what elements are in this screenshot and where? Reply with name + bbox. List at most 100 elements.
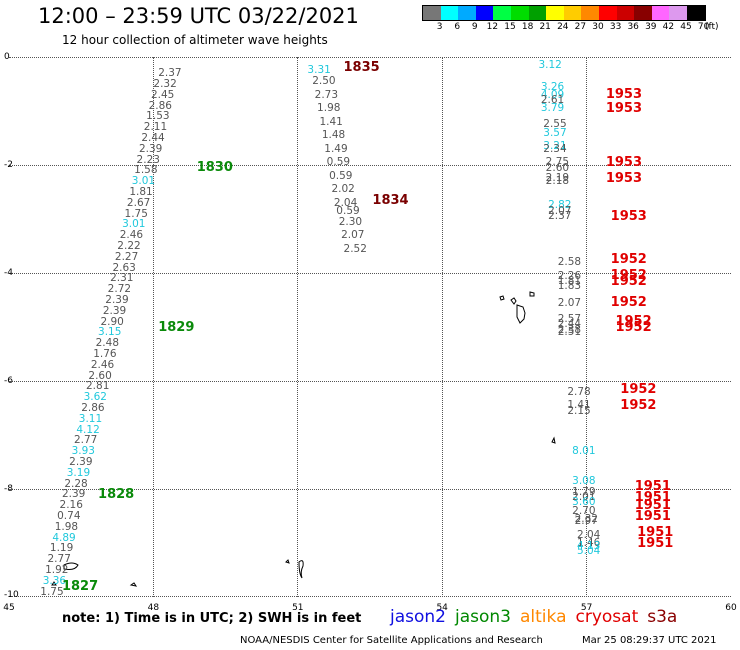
wave-height-label: 3.31 — [307, 64, 331, 77]
grid-line-lon-48 — [153, 57, 154, 597]
wave-height-label: 4.13 — [576, 539, 601, 552]
wave-height-label: 2.39 — [138, 142, 163, 155]
pass-time-label: 1952 — [610, 268, 647, 284]
wave-height-label: 3.26 — [540, 80, 565, 93]
wave-height-label: 2.39 — [61, 488, 86, 501]
wave-height-label: 2.07 — [341, 229, 365, 242]
wave-height-label: 2.46 — [90, 358, 115, 371]
colorbar-tick-label: 18 — [521, 22, 534, 32]
island-outlines — [51, 291, 556, 587]
colorbar-swatch — [563, 6, 582, 20]
grid-line-lat-m6 — [9, 381, 731, 382]
wave-height-label: 2.63 — [112, 261, 136, 274]
wave-height-label: 2.37 — [158, 67, 182, 80]
wave-height-label: 3.93 — [71, 445, 95, 458]
pass-time-label: 1951 — [634, 508, 671, 524]
colorbar-tick-label: 42 — [662, 22, 675, 32]
wave-height-label: 2.07 — [548, 204, 572, 217]
wave-height-label: 1.81 — [129, 185, 153, 198]
pass-time-label: 1951 — [634, 478, 671, 494]
x-tick-label: 48 — [147, 603, 160, 613]
pass-time-label: 1830 — [196, 160, 233, 176]
wave-height-label: 1.41 — [319, 115, 343, 128]
wave-height-label: 8.01 — [572, 445, 596, 458]
wave-height-label: 2.11 — [143, 121, 168, 134]
wave-height-label: 2.07 — [557, 296, 582, 309]
wave-height-label: 2.27 — [114, 250, 139, 263]
wave-height-label: 3.21 — [543, 140, 567, 152]
wave-height-label: 0.59 — [336, 204, 360, 217]
legend-item-jason2: jason2 — [390, 607, 446, 627]
wave-height-label: 2.34 — [543, 142, 567, 155]
wave-height-label: 3.08 — [572, 474, 596, 487]
wave-height-label: 3.19 — [66, 466, 91, 479]
legend-item-jason3: jason3 — [455, 607, 511, 627]
x-tick-label: 45 — [3, 603, 15, 613]
wave-height-label: 2.38 — [557, 323, 582, 336]
colorbar-tick-label: 45 — [680, 22, 692, 32]
wave-height-label: 2.46 — [119, 229, 144, 242]
pass-time-label: 1952 — [615, 314, 652, 330]
wave-height-label: 2.73 — [314, 88, 339, 101]
y-tick-label: -2 — [4, 160, 13, 170]
pass-time-label: 1951 — [634, 489, 671, 505]
pass-time-label: 1835 — [343, 60, 380, 76]
colorbar-tick-label: 6 — [454, 22, 461, 32]
colorbar-tick-label: 36 — [627, 22, 639, 32]
pass-time-label: 1951 — [634, 497, 671, 513]
wave-height-label: 2.28 — [64, 477, 88, 490]
wave-height-label: 2.77 — [73, 434, 98, 447]
wave-height-label: 5.04 — [576, 545, 601, 557]
wave-height-label: 0.74 — [57, 509, 81, 522]
colorbar-swatch — [458, 6, 476, 20]
wave-height-label: 2.81 — [86, 380, 110, 393]
wave-height-label: 2.77 — [47, 553, 71, 566]
wave-height-label: 4.12 — [76, 423, 100, 436]
wave-height-label: 2.23 — [136, 153, 160, 166]
pass-time-label: 1952 — [610, 295, 647, 311]
map-plot-area: 2.37 2.32 2.45 2.86 1.53 2.11 2.44 2.39 2.23 1.58… — [9, 57, 731, 597]
y-tick-label: -4 — [4, 268, 13, 278]
wave-height-label: 2.15 — [567, 404, 591, 417]
colorbar-swatch — [510, 6, 529, 20]
colorbar-swatch — [634, 6, 652, 20]
satellite-legend: jason2 jason3 altika cryosat s3a — [390, 607, 686, 627]
pass-time-label: 1952 — [615, 319, 652, 335]
wave-height-label: 1.81 — [557, 275, 582, 287]
wave-height-label: 2.72 — [107, 283, 132, 296]
wave-height-label: 3.60 — [572, 496, 596, 509]
colorbar-tick-label: 9 — [471, 22, 478, 32]
grid-line-lon-54 — [442, 57, 443, 597]
wave-height-label: 3.36 — [42, 574, 67, 587]
colorbar — [422, 5, 706, 21]
wave-height-label: 1.98 — [54, 520, 79, 533]
colorbar-swatch — [581, 6, 599, 20]
wave-height-label: 2.78 — [567, 385, 591, 398]
pass-time-label: 1953 — [605, 87, 643, 103]
grid-line-lon-57 — [586, 57, 587, 597]
colorbar-swatch — [528, 6, 547, 20]
footer-timestamp: Mar 25 08:29:37 UTC 2021 — [582, 635, 717, 646]
colorbar-tick-label: 27 — [574, 22, 587, 32]
pass-time-label: 1953 — [605, 171, 643, 187]
colorbar-tick-label: 21 — [539, 22, 551, 32]
wave-height-label: 2.55 — [543, 118, 567, 131]
wave-height-label: 2.60 — [88, 369, 112, 382]
units-note: note: 1) Time is in UTC; 2) SWH is in fe… — [62, 611, 362, 626]
wave-height-label: 2.90 — [100, 315, 124, 328]
x-tick-label: 54 — [436, 603, 448, 613]
wave-height-label: 2.44 — [557, 318, 582, 331]
wave-height-label: 2.97 — [574, 515, 598, 528]
wave-height-label: 1.48 — [321, 129, 346, 142]
wave-height-label: 1.76 — [93, 347, 117, 360]
wave-height-label: 2.39 — [105, 293, 129, 306]
wave-height-label: 0.59 — [329, 169, 353, 182]
pass-time-label: 1952 — [610, 252, 647, 268]
pass-time-label: 1829 — [158, 319, 195, 335]
colorbar-tick-label: 12 — [486, 22, 499, 32]
y-tick-label: -8 — [4, 484, 13, 494]
legend-item-cryosat: cryosat — [575, 607, 639, 627]
colorbar-tick-label: 33 — [609, 22, 622, 32]
x-tick-label: 60 — [725, 603, 737, 613]
pass-time-label: 1952 — [610, 273, 647, 289]
